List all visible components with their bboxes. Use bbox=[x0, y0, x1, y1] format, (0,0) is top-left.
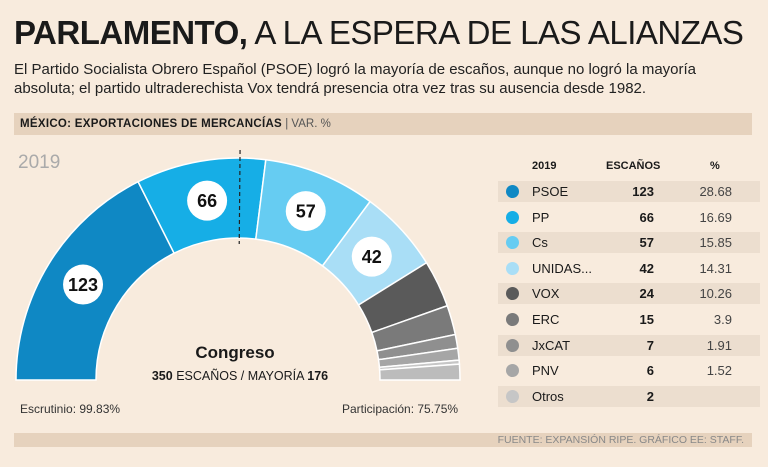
table-row: Cs 57 15.85 bbox=[498, 232, 760, 254]
party-color-dot bbox=[506, 236, 519, 250]
party-seats: 24 bbox=[639, 286, 654, 302]
seat-label-bubble-unidas bbox=[351, 236, 392, 277]
party-color-dot bbox=[506, 338, 519, 352]
party-pct: 28.68 bbox=[699, 184, 732, 199]
seat-label-bubble-psoe bbox=[63, 264, 104, 305]
party-seats: 6 bbox=[646, 363, 654, 379]
seat-label-unidas: 42 bbox=[362, 247, 382, 267]
seat-label-cs: 57 bbox=[296, 202, 316, 222]
seat-label-pp: 66 bbox=[197, 191, 217, 211]
seat-label-bubble-pp bbox=[187, 180, 228, 221]
band-label: MÉXICO: EXPORTACIONES DE MERCANCÍAS bbox=[20, 118, 283, 130]
party-name: UNIDAS... bbox=[532, 260, 592, 276]
party-seats: 57 bbox=[639, 235, 654, 251]
party-pct: 1.91 bbox=[706, 337, 732, 353]
header-pct: % bbox=[710, 160, 720, 172]
party-color-dot bbox=[506, 287, 519, 301]
seat-segment-unlabeled bbox=[378, 363, 461, 381]
party-color-dot bbox=[506, 389, 519, 403]
party-color-dot bbox=[506, 261, 519, 275]
table-row: Otros 2 bbox=[498, 385, 760, 407]
seats-word: ESCAÑOS / MAYORÍA bbox=[176, 369, 304, 383]
subtitle: El Partido Socialista Obrero Español (PS… bbox=[14, 61, 697, 97]
majority-value: 176 bbox=[307, 369, 329, 383]
seat-label-bubble-cs bbox=[285, 191, 326, 232]
party-seats: 2 bbox=[646, 388, 654, 404]
party-seats: 7 bbox=[646, 337, 654, 353]
table-row: JxCAT 7 1.91 bbox=[498, 334, 760, 356]
party-seats: 66 bbox=[639, 209, 654, 225]
seat-label-psoe: 123 bbox=[68, 275, 98, 295]
header-seats: ESCAÑOS bbox=[606, 160, 661, 172]
party-name: VOX bbox=[532, 286, 560, 302]
party-pct: 14.31 bbox=[699, 260, 732, 276]
table-row: ERC 15 3.9 bbox=[498, 309, 760, 330]
party-seats: 123 bbox=[632, 184, 654, 199]
table-row: PNV 6 1.52 bbox=[498, 360, 760, 381]
party-color-dot bbox=[506, 210, 519, 224]
party-pct: 16.69 bbox=[699, 209, 732, 225]
scrutiny-label: Escrutinio: 99.83% bbox=[20, 402, 121, 416]
party-name: Cs bbox=[532, 235, 548, 251]
party-seats: 42 bbox=[639, 260, 654, 276]
title-bold: PARLAMENTO, bbox=[14, 14, 248, 51]
table-row: VOX 24 10.26 bbox=[498, 283, 760, 305]
header-year: 2019 bbox=[532, 160, 557, 172]
party-color-dot bbox=[506, 313, 519, 326]
footer-band: FUENTE: EXPANSIÓN RIPE. GRÁFICO EE: STAF… bbox=[14, 433, 752, 447]
party-pct: 3.9 bbox=[713, 312, 732, 327]
participation-label: Participación: 75.75% bbox=[342, 402, 459, 416]
band-separator: | bbox=[282, 118, 292, 130]
results-table: 2019 ESCAÑOS % PSOE 123 28.68 PP 66 16.69 Cs 57… bbox=[498, 152, 760, 410]
seats-total: 350 bbox=[151, 369, 173, 383]
parliament-gauge: 123 66 57 42 bbox=[15, 150, 461, 381]
party-name: ERC bbox=[532, 312, 560, 327]
party-color-dot bbox=[506, 364, 519, 378]
gauge-year: 2019 bbox=[18, 152, 61, 173]
source-credit: FUENTE: EXPANSIÓN RIPE. GRÁFICO EE: STAF… bbox=[497, 434, 744, 446]
party-name: PP bbox=[532, 209, 550, 225]
table-row: PSOE 123 28.68 bbox=[498, 181, 760, 202]
table-row: UNIDAS... 42 14.31 bbox=[498, 258, 760, 279]
party-pct: 10.26 bbox=[699, 286, 732, 302]
majority-line bbox=[238, 150, 241, 245]
party-name: Otros bbox=[532, 388, 564, 404]
party-name: PSOE bbox=[532, 184, 569, 199]
party-color-dot bbox=[506, 185, 519, 198]
seats-summary: 350 ESCAÑOS / MAYORÍA 176 bbox=[140, 369, 340, 383]
party-name: PNV bbox=[532, 363, 559, 379]
page-title: PARLAMENTO, A LA ESPERA DE LAS ALIANZAS bbox=[14, 14, 744, 52]
table-row: PP 66 16.69 bbox=[498, 207, 760, 228]
party-pct: 15.85 bbox=[699, 235, 732, 251]
section-band: MÉXICO: EXPORTACIONES DE MERCANCÍAS | VA… bbox=[14, 113, 752, 135]
party-name: JxCAT bbox=[532, 337, 571, 353]
party-pct: 1.52 bbox=[706, 363, 732, 379]
title-rest: A LA ESPERA DE LAS ALIANZAS bbox=[254, 14, 744, 51]
party-seats: 15 bbox=[639, 312, 654, 327]
band-sub: VAR. % bbox=[291, 118, 331, 130]
chamber-label: Congreso bbox=[195, 343, 275, 362]
